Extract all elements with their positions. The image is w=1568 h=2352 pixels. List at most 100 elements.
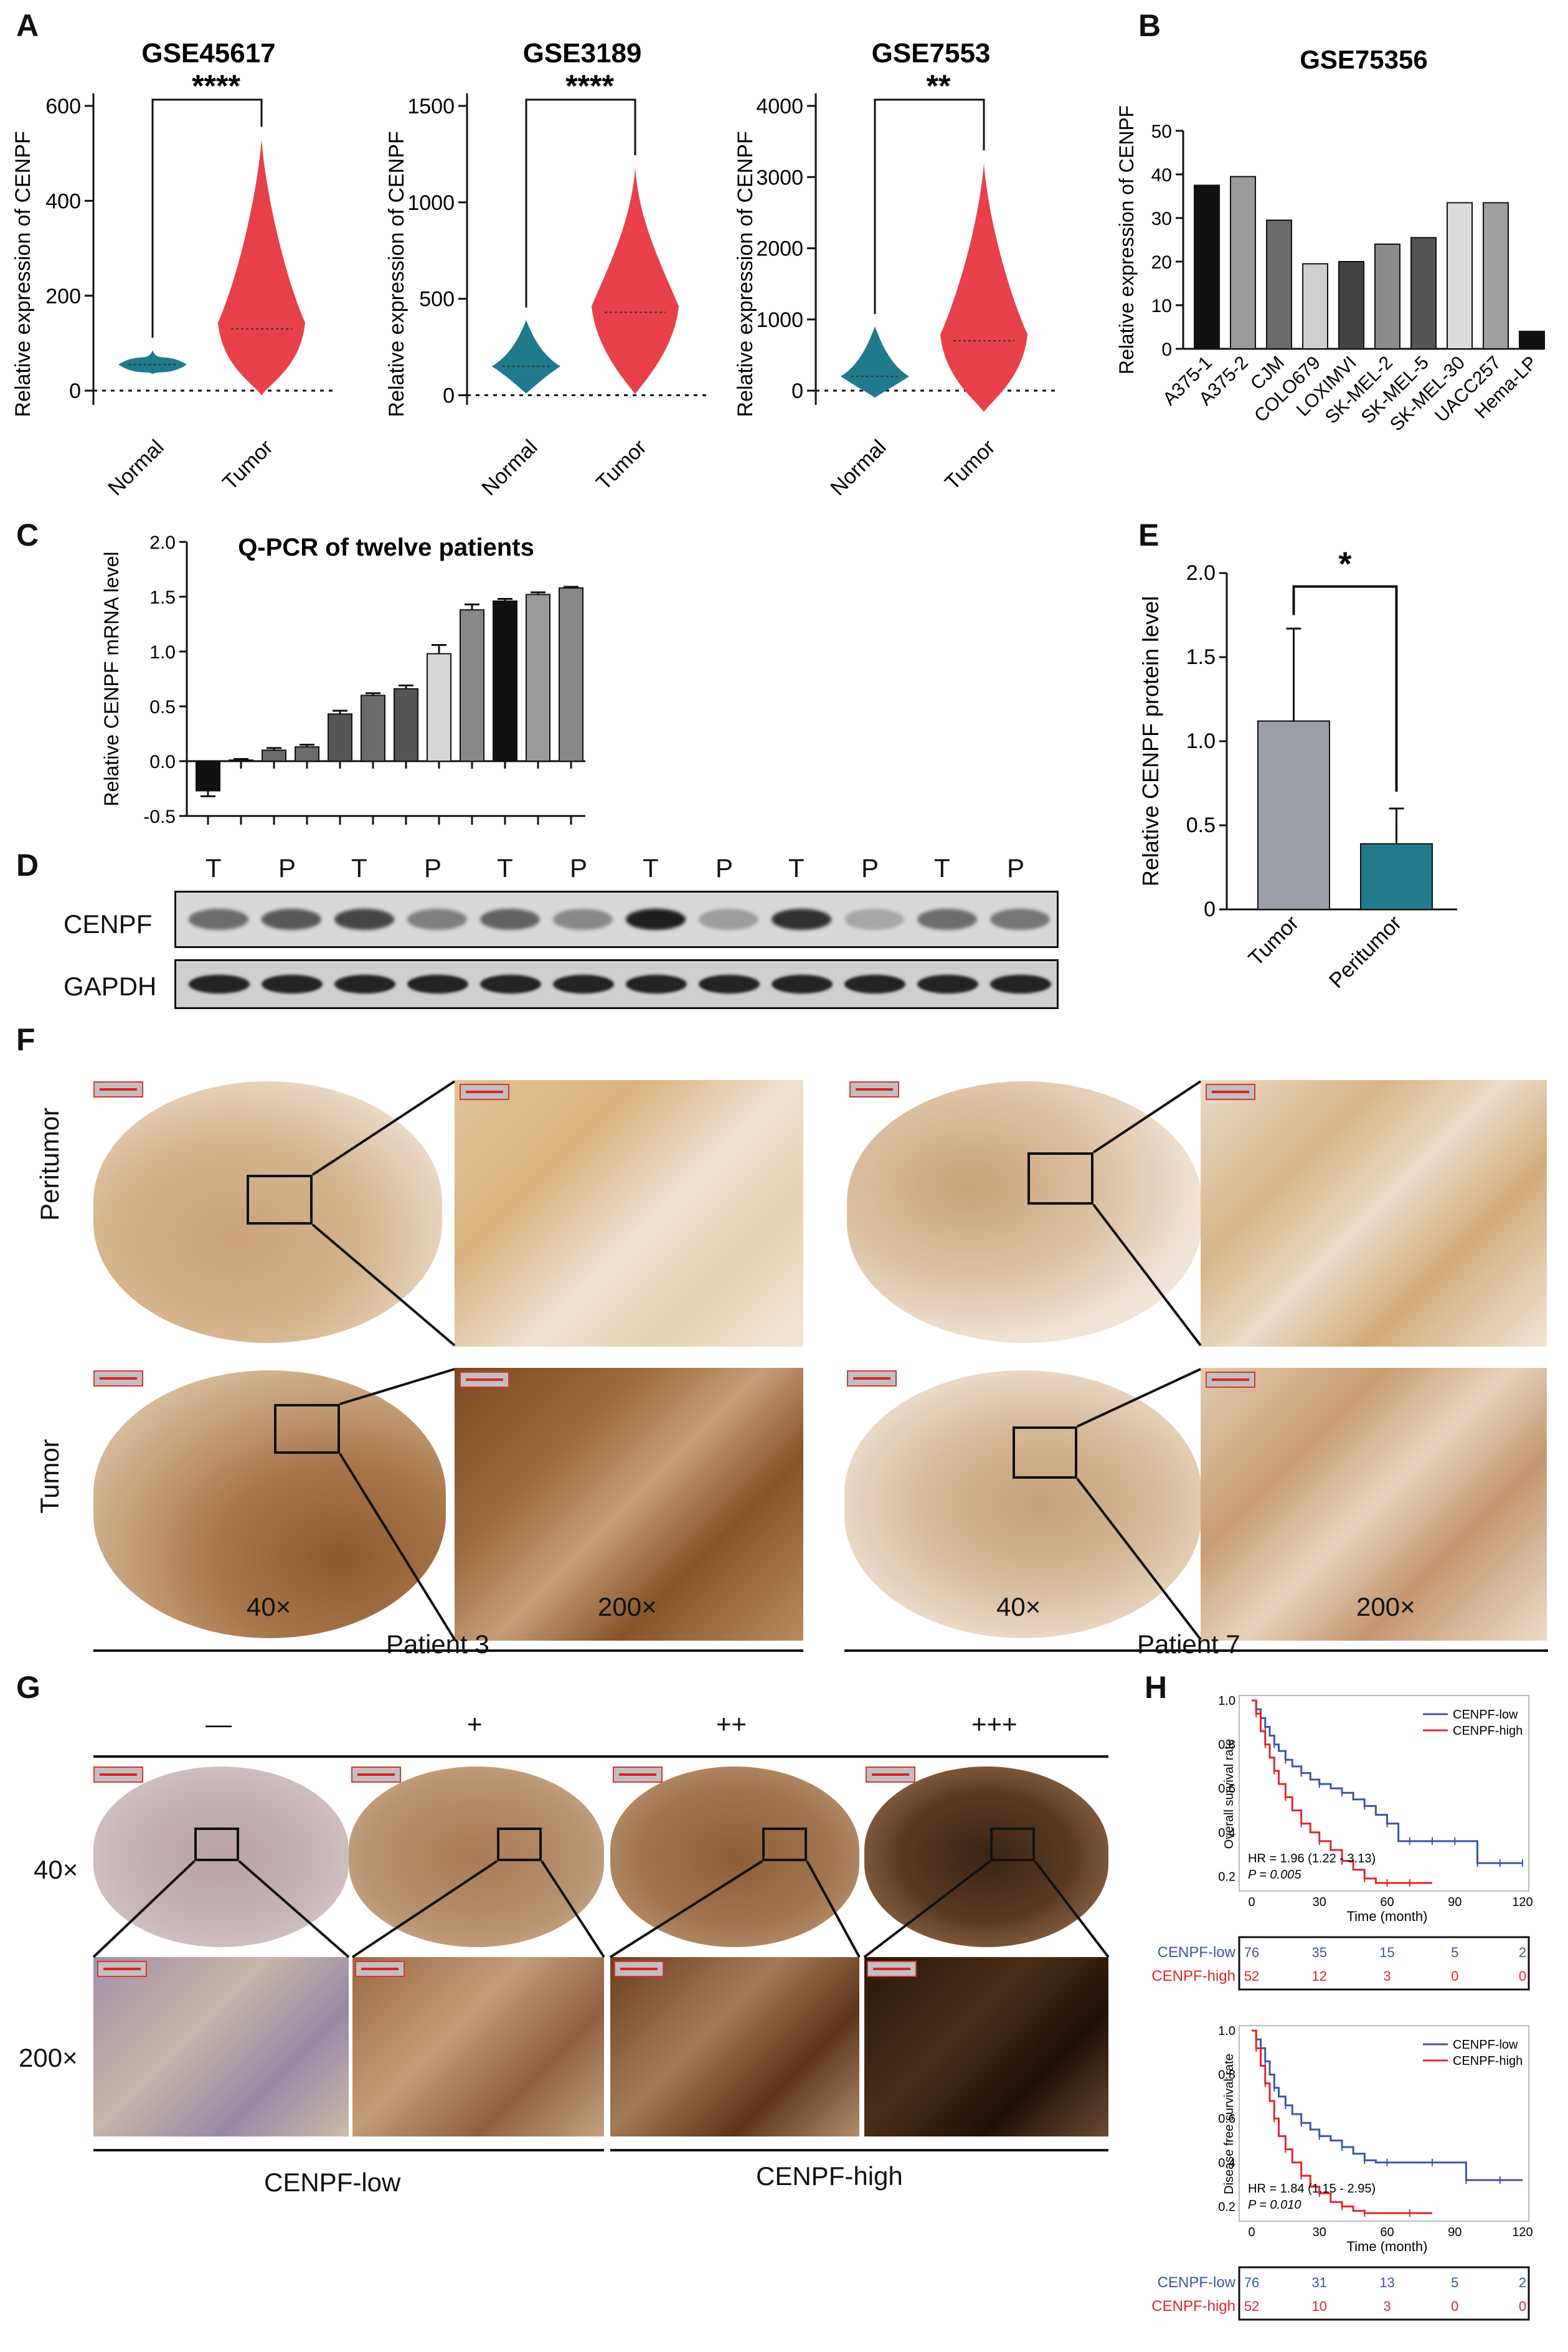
lane-label: P (570, 853, 588, 883)
blot-band-gapdh (553, 975, 614, 993)
y-tick-label: 2000 (756, 237, 803, 261)
significance-stars: * (1338, 546, 1351, 583)
km-curve-cenpf-low (1252, 2029, 1523, 2181)
risk-row-label: CENPF-low (1158, 2274, 1236, 2291)
divider-line (93, 1649, 803, 1652)
lane-label: T (351, 853, 367, 883)
legend-label: CENPF-low (1453, 2038, 1518, 2052)
scale-bar (460, 1372, 509, 1388)
risk-count: 13 (1379, 2275, 1394, 2290)
y-tick-label: 0.6 (1218, 2112, 1235, 2126)
violin-tumor (940, 163, 1027, 412)
y-tick-label: 2.0 (149, 533, 176, 553)
risk-count: 12 (1312, 1968, 1327, 1984)
y-axis-label: Relative expression of CENPF (385, 131, 409, 417)
scale-bar (351, 1766, 401, 1783)
x-tick-label: Tumor (940, 435, 999, 495)
x-tick-label: 0 (1248, 1895, 1255, 1909)
blot-strip-gapdh (174, 959, 1059, 1009)
ihc-panel-g: — + ++ +++ 40× 200× CENPF-low CENPF-high (0, 1707, 1140, 2330)
blot-band-cenpf (334, 909, 394, 930)
y-tick-label: 1.5 (1186, 645, 1216, 669)
lane-label: T (643, 853, 659, 883)
scale-bar (1206, 1084, 1255, 1100)
x-tick-label: Normal (103, 435, 168, 500)
y-tick-label: 0.5 (1186, 813, 1216, 837)
scale-bar (93, 1370, 143, 1387)
divider-line (610, 2149, 1108, 2151)
hazard-ratio: HR = 1.84 (1.15 - 2.95) (1248, 2182, 1376, 2196)
bar (328, 713, 352, 762)
y-tick-label: 0.8 (1218, 2069, 1235, 2082)
bar-chart-protein-level: Relative CENPF protein level 0 0.5 1.0 1.5 2.… (1138, 546, 1457, 993)
scale-bar (867, 1961, 917, 1977)
y-tick-label: 0 (1204, 898, 1216, 921)
risk-row-label: CENPF-high (1151, 2298, 1235, 2315)
mag-label-200x: 200× (1356, 1592, 1415, 1621)
scale-bar (355, 1961, 405, 1977)
zoom-region-box (990, 1828, 1035, 1861)
blot-band-cenpf (917, 909, 977, 930)
violin-chart-gse3189: GSE3189**** Relative expression of CENPF 0… (385, 38, 710, 500)
y-tick-label: 0.0 (149, 752, 176, 772)
lane-label: T (934, 853, 950, 883)
blot-band-cenpf (699, 909, 758, 930)
risk-count: 2 (1519, 2275, 1526, 2290)
y-tick-label: 3000 (756, 166, 803, 189)
y-tick-label: 1.0 (1186, 729, 1216, 753)
scale-bar (847, 1370, 897, 1387)
y-tick-label: 0 (1161, 339, 1172, 360)
risk-table-frame (1238, 1936, 1530, 1991)
lane-label: T (497, 853, 513, 883)
y-tick-label: 200 (45, 285, 81, 308)
y-tick-label: 40 (1151, 165, 1172, 186)
ihc-grade-1plus-40x (349, 1766, 604, 1947)
bar (295, 746, 319, 762)
y-axis-label: Overall survival rate (1222, 1739, 1236, 1849)
lane-label: P (1007, 853, 1025, 883)
risk-count: 10 (1312, 2298, 1327, 2314)
ihc-grade-1plus-200x (352, 1957, 604, 2136)
x-tick-label: Normal (477, 435, 542, 500)
bar (1360, 843, 1433, 911)
bar (1519, 331, 1545, 349)
patient-label-7: Patient 7 (1137, 1629, 1240, 1659)
blot-band-gapdh (334, 975, 395, 993)
significance-bracket (151, 98, 263, 338)
y-axis-label: Relative CENPF protein level (1138, 596, 1163, 886)
ihc-tissue-patient3-tumor-40x (93, 1370, 446, 1638)
scale-bar (460, 1084, 509, 1100)
chart-title: GSE7553 (872, 38, 991, 69)
panel-label-e: E (1138, 518, 1159, 552)
zoom-region-box (1013, 1426, 1077, 1479)
y-tick-label: -0.5 (143, 807, 176, 827)
risk-table-frame (1238, 2266, 1530, 2321)
x-tick-label: Peritumor (1325, 911, 1406, 993)
significance-stars: **** (565, 69, 614, 103)
scale-bar (97, 1961, 147, 1977)
zoom-region-box (497, 1828, 542, 1861)
zoom-region-box (1027, 1152, 1093, 1205)
bar (229, 759, 253, 762)
bar (1266, 219, 1292, 349)
lane-label: T (788, 853, 805, 883)
y-tick-label: 1.0 (149, 642, 176, 663)
plot-frame (1239, 1695, 1529, 1892)
ihc-tissue-patient7-tumor-40x (844, 1370, 1202, 1638)
bar (262, 749, 286, 762)
chart-title: Q-PCR of twelve patients (238, 534, 534, 561)
y-axis-label: Relative expression of CENPF (1115, 105, 1138, 374)
significance-bracket (874, 98, 985, 315)
risk-count: 3 (1383, 1968, 1391, 1984)
grade-label: +++ (971, 1709, 1018, 1738)
bar (1194, 184, 1220, 349)
mag-label-40x: 40× (247, 1592, 291, 1621)
ihc-zoom-patient3-tumor-200x (455, 1368, 803, 1641)
ihc-zoom-patient7-tumor-200x (1201, 1368, 1547, 1641)
bar (460, 609, 484, 762)
y-tick-label: 2.0 (1186, 561, 1216, 585)
scale-bar (1206, 1372, 1255, 1388)
x-tick-label: 120 (1512, 1895, 1533, 1909)
grade-label: + (467, 1709, 483, 1738)
